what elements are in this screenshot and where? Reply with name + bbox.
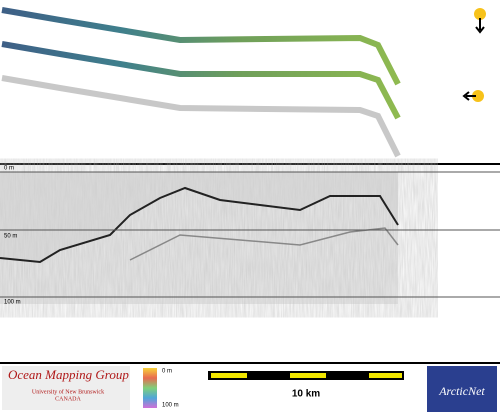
omg-logo (2, 366, 130, 410)
seafloor (0, 186, 399, 264)
arcticnet-logo (427, 366, 497, 412)
depth-label: 50 m (4, 234, 17, 240)
track-surface (1, 7, 401, 86)
colorbar (143, 368, 157, 408)
depth-label: 100 m (4, 300, 21, 306)
logo-title: Ocean Mapping Group (8, 367, 129, 382)
water-column (0, 172, 398, 262)
colorbar-label: 100 m (162, 403, 179, 409)
colorbar-label: 0 m (162, 369, 172, 375)
sun-icon (462, 90, 484, 102)
sun-icon (474, 8, 486, 34)
logo-subtitle: University of New Brunswick (32, 388, 104, 395)
depth-label: 0 m (4, 166, 14, 172)
track-panel (0, 0, 500, 163)
scale-label: 10 km (292, 389, 320, 400)
partner-logo-text: ArcticNet (438, 384, 485, 398)
track-shadow (1, 75, 401, 158)
subbottom (129, 227, 399, 261)
track-depth (1, 41, 401, 120)
scale-bar (208, 371, 404, 380)
logo-country: CANADA (55, 396, 81, 402)
